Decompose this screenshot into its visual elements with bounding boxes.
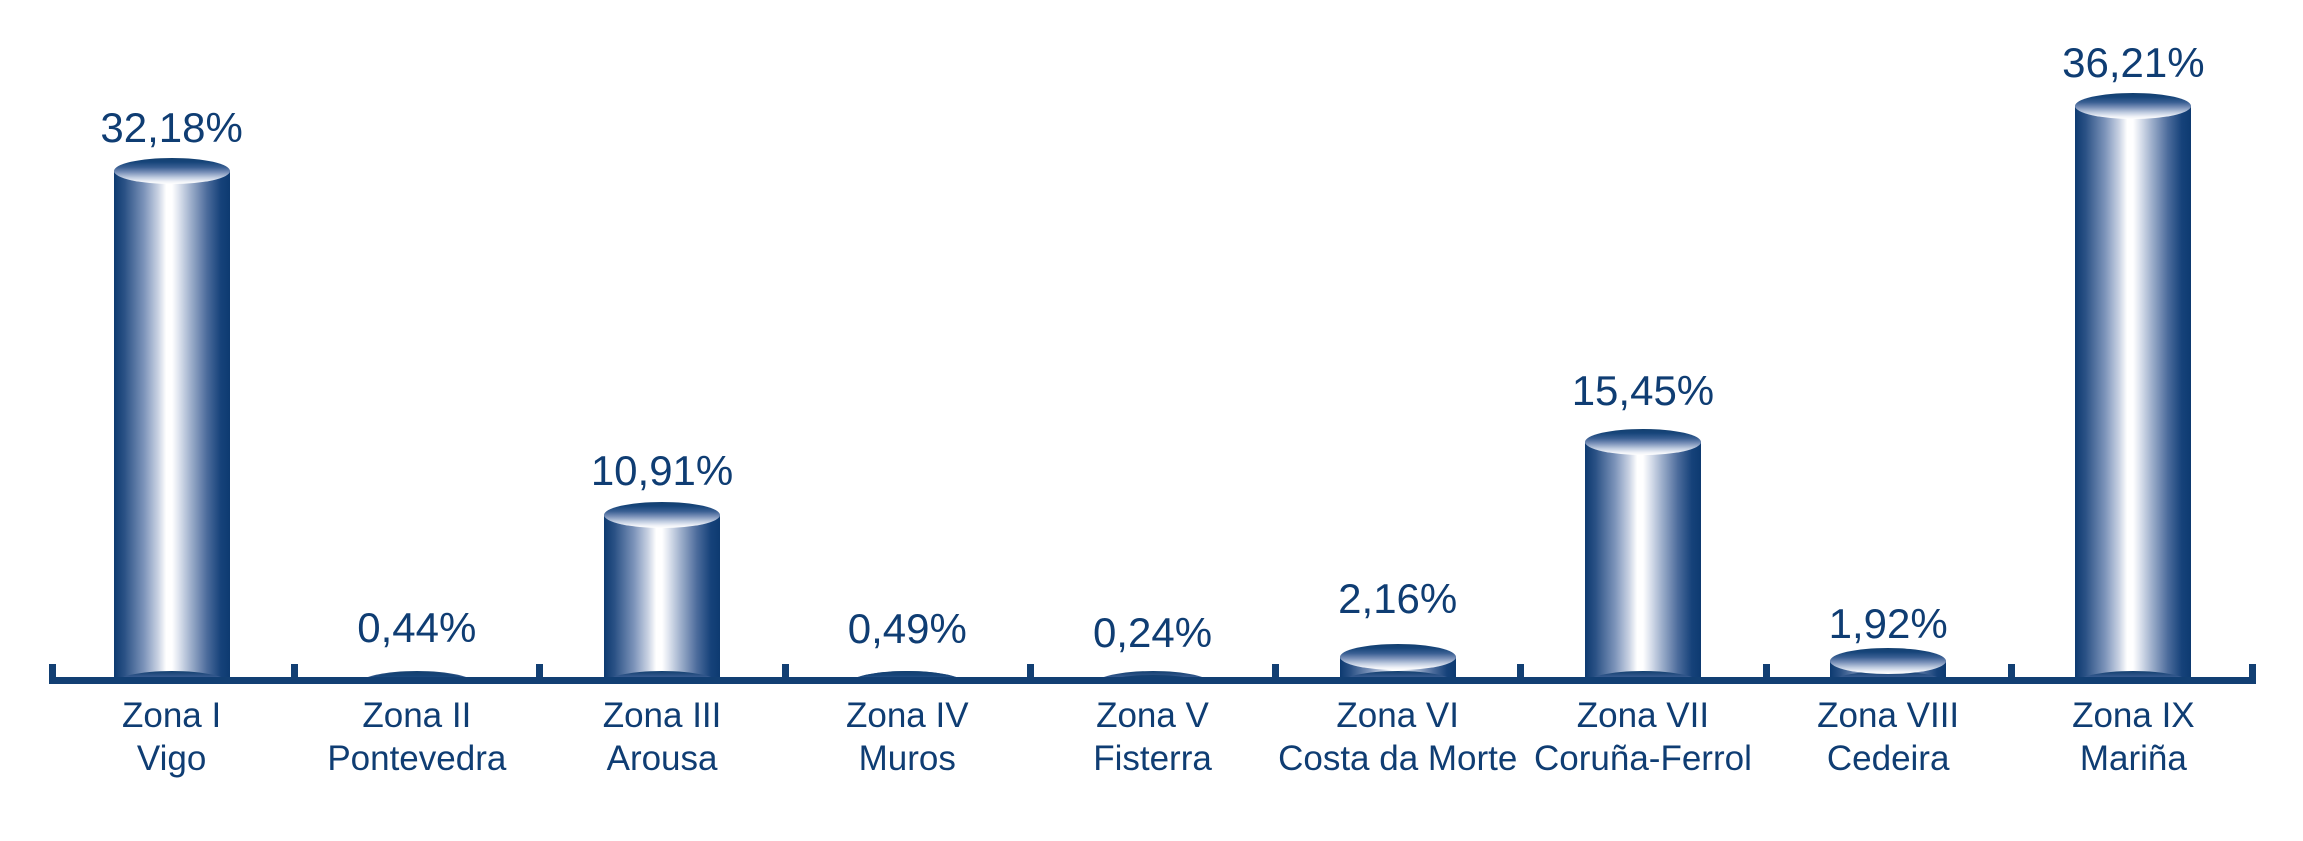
category-label-line: Fisterra — [1093, 739, 1212, 778]
value-label-zona-vii: 15,45% — [1571, 366, 1715, 414]
category-label-zona-ii: Zona II Pontevedra — [257, 694, 577, 780]
category-label-zona-viii: Zona VIII Cedeira — [1728, 694, 2048, 780]
category-label-line: Zona IX — [2072, 696, 2195, 735]
category-label-zona-iv: Zona IV Muros — [747, 694, 1067, 780]
category-label-line: Zona II — [362, 696, 472, 735]
category-label-line: Mariña — [2079, 739, 2187, 778]
x-axis-tick — [536, 664, 544, 684]
bar-body — [2075, 105, 2192, 684]
category-label-line: Arousa — [606, 739, 718, 778]
bar-top-cap — [113, 158, 230, 184]
x-axis-tick — [1272, 664, 1280, 684]
bar-top-cap — [1830, 647, 1947, 674]
category-label-zona-vii: Zona VII Coruña-Ferrol — [1483, 694, 1803, 780]
bar-top-cap — [604, 502, 721, 529]
category-label-line: Cedeira — [1826, 739, 1950, 778]
bar-top-cap — [1584, 428, 1701, 455]
x-axis-tick — [1026, 664, 1034, 684]
category-label-line: Zona V — [1096, 696, 1209, 735]
x-axis-tick — [1517, 664, 1525, 684]
category-label-line: Zona I — [121, 696, 222, 735]
category-label-line: Zona VII — [1576, 696, 1710, 735]
x-axis-tick — [291, 664, 299, 684]
bar-body — [1584, 441, 1701, 684]
category-label-zona-v: Zona V Fisterra — [993, 694, 1313, 780]
category-label-line: Zona IV — [845, 696, 969, 735]
x-axis-tick — [49, 664, 56, 684]
category-label-zona-vi: Zona VI Costa da Morte — [1238, 694, 1558, 780]
x-axis-tick — [2007, 664, 2015, 684]
category-label-line: Pontevedra — [327, 739, 507, 778]
bar-body — [113, 171, 230, 684]
x-axis-tick — [2249, 664, 2256, 684]
category-label-zona-iii: Zona III Arousa — [502, 694, 822, 780]
value-label-zona-vi: 2,16% — [1338, 575, 1458, 623]
bar-top-cap — [2075, 92, 2192, 119]
category-label-line: Muros — [858, 739, 956, 778]
x-axis-tick — [781, 664, 789, 684]
bars-layer — [113, 92, 2192, 684]
value-label-zona-iv: 0,49% — [847, 605, 967, 653]
value-label-zona-ii: 0,44% — [357, 603, 477, 651]
value-label-zona-v: 0,24% — [1092, 609, 1213, 657]
category-label-line: Vigo — [136, 739, 207, 778]
x-axis-tick — [1762, 664, 1770, 684]
category-label-zona-ix: Zona IX Mariña — [1973, 694, 2293, 780]
x-axis-line — [49, 677, 2256, 684]
value-label-zona-i: 32,18% — [100, 104, 243, 151]
bar-body — [604, 515, 721, 684]
value-label-zona-viii: 1,92% — [1828, 599, 1948, 647]
value-label-zona-ix: 36,21% — [2062, 38, 2205, 86]
category-label-line: Zona VIII — [1817, 696, 1960, 735]
category-label-line: Coruña-Ferrol — [1534, 739, 1752, 778]
category-label-line: Zona III — [602, 696, 722, 735]
category-label-line: Zona VI — [1336, 696, 1459, 735]
value-label-zona-iii: 10,91% — [590, 447, 734, 495]
category-label-zona-i: Zona I Vigo — [12, 694, 332, 780]
category-label-line: Costa da Morte — [1278, 739, 1518, 778]
bar-top-cap — [1339, 644, 1456, 671]
